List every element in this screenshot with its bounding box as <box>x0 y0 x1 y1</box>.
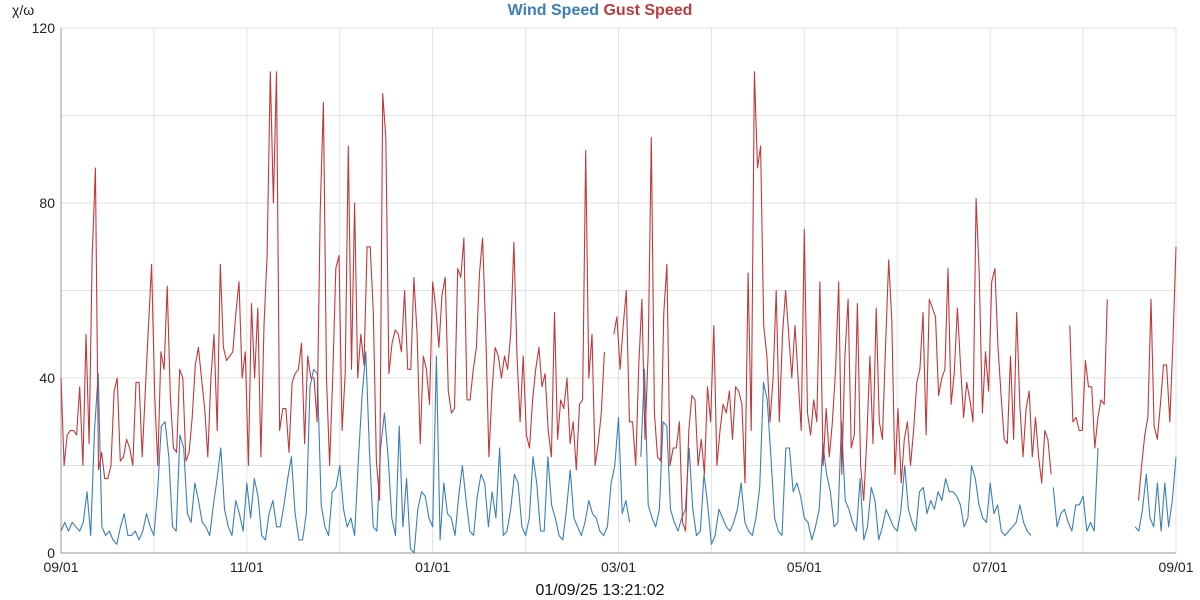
y-tick-label: 0 <box>47 545 55 561</box>
y-tick-label: 40 <box>39 370 55 386</box>
wind-speed-line <box>60 351 631 554</box>
gust-speed-line <box>1069 299 1108 449</box>
chart-title: Wind Speed Gust Speed <box>0 2 1200 20</box>
wind-speed-line <box>1134 456 1177 532</box>
x-tick-label: 01/01 <box>415 559 450 575</box>
x-tick-label: 07/01 <box>973 559 1008 575</box>
y-axis-label: χ/ω <box>12 2 35 18</box>
wind-speed-line <box>1052 447 1099 532</box>
y-tick-label: 120 <box>32 20 56 36</box>
timestamp: 01/09/25 13:21:02 <box>535 582 665 599</box>
y-tick-label: 80 <box>39 195 55 211</box>
legend-gust-speed: Gust Speed <box>603 2 693 19</box>
wind-speed-line <box>640 368 1032 545</box>
gust-speed-line <box>1137 246 1177 501</box>
x-tick-label: 05/01 <box>787 559 822 575</box>
legend-wind-speed: Wind Speed <box>507 2 600 19</box>
gust-speed-line <box>60 71 605 502</box>
x-tick-label: 09/01 <box>1158 559 1193 575</box>
x-tick-label: 03/01 <box>601 559 636 575</box>
gust-speed-line <box>613 71 1052 532</box>
x-tick-label: 11/01 <box>230 559 264 575</box>
x-tick-label: 09/01 <box>43 559 78 575</box>
